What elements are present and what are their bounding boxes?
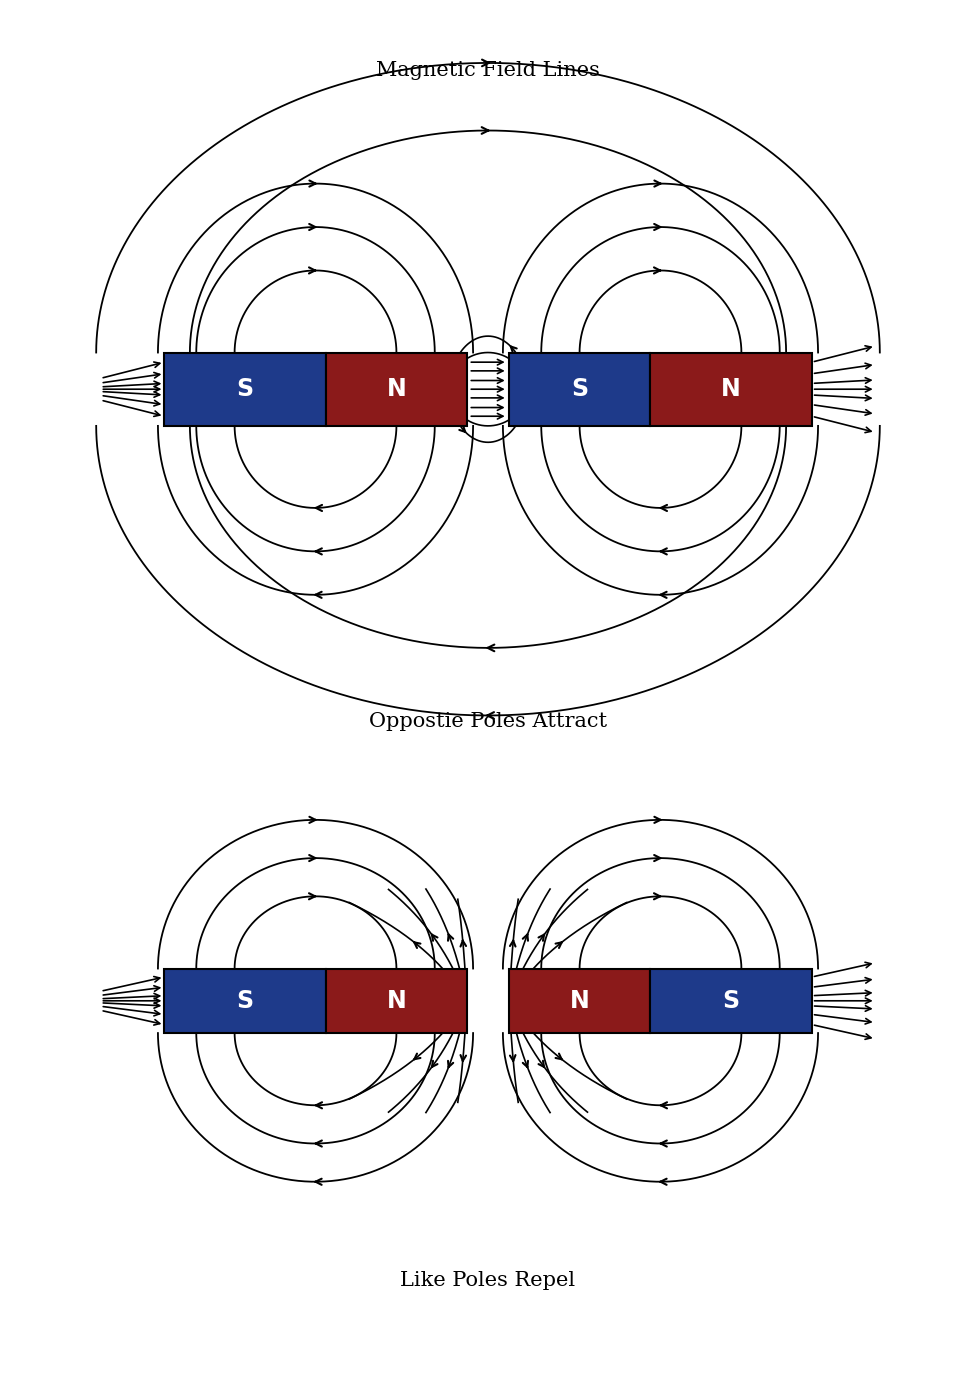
Text: N: N xyxy=(570,988,590,1013)
Text: S: S xyxy=(236,988,254,1013)
Text: S: S xyxy=(236,377,254,402)
Text: Oppostie Poles Attract: Oppostie Poles Attract xyxy=(369,712,607,731)
Bar xyxy=(326,353,467,425)
Text: N: N xyxy=(386,377,406,402)
Bar xyxy=(650,969,812,1033)
Bar xyxy=(326,969,467,1033)
Text: S: S xyxy=(571,377,589,402)
Text: www.alamy.com: www.alamy.com xyxy=(843,1361,956,1373)
Bar xyxy=(509,353,650,425)
Bar xyxy=(650,353,812,425)
Text: Image ID: G156MK: Image ID: G156MK xyxy=(853,1336,956,1346)
Text: alamy: alamy xyxy=(29,1337,123,1366)
Text: Magnetic Field Lines: Magnetic Field Lines xyxy=(376,61,600,81)
Text: N: N xyxy=(386,988,406,1013)
Text: Like Poles Repel: Like Poles Repel xyxy=(400,1270,576,1290)
Text: N: N xyxy=(721,377,741,402)
Bar xyxy=(509,969,650,1033)
Bar xyxy=(164,353,326,425)
Bar xyxy=(164,969,326,1033)
Text: S: S xyxy=(722,988,740,1013)
